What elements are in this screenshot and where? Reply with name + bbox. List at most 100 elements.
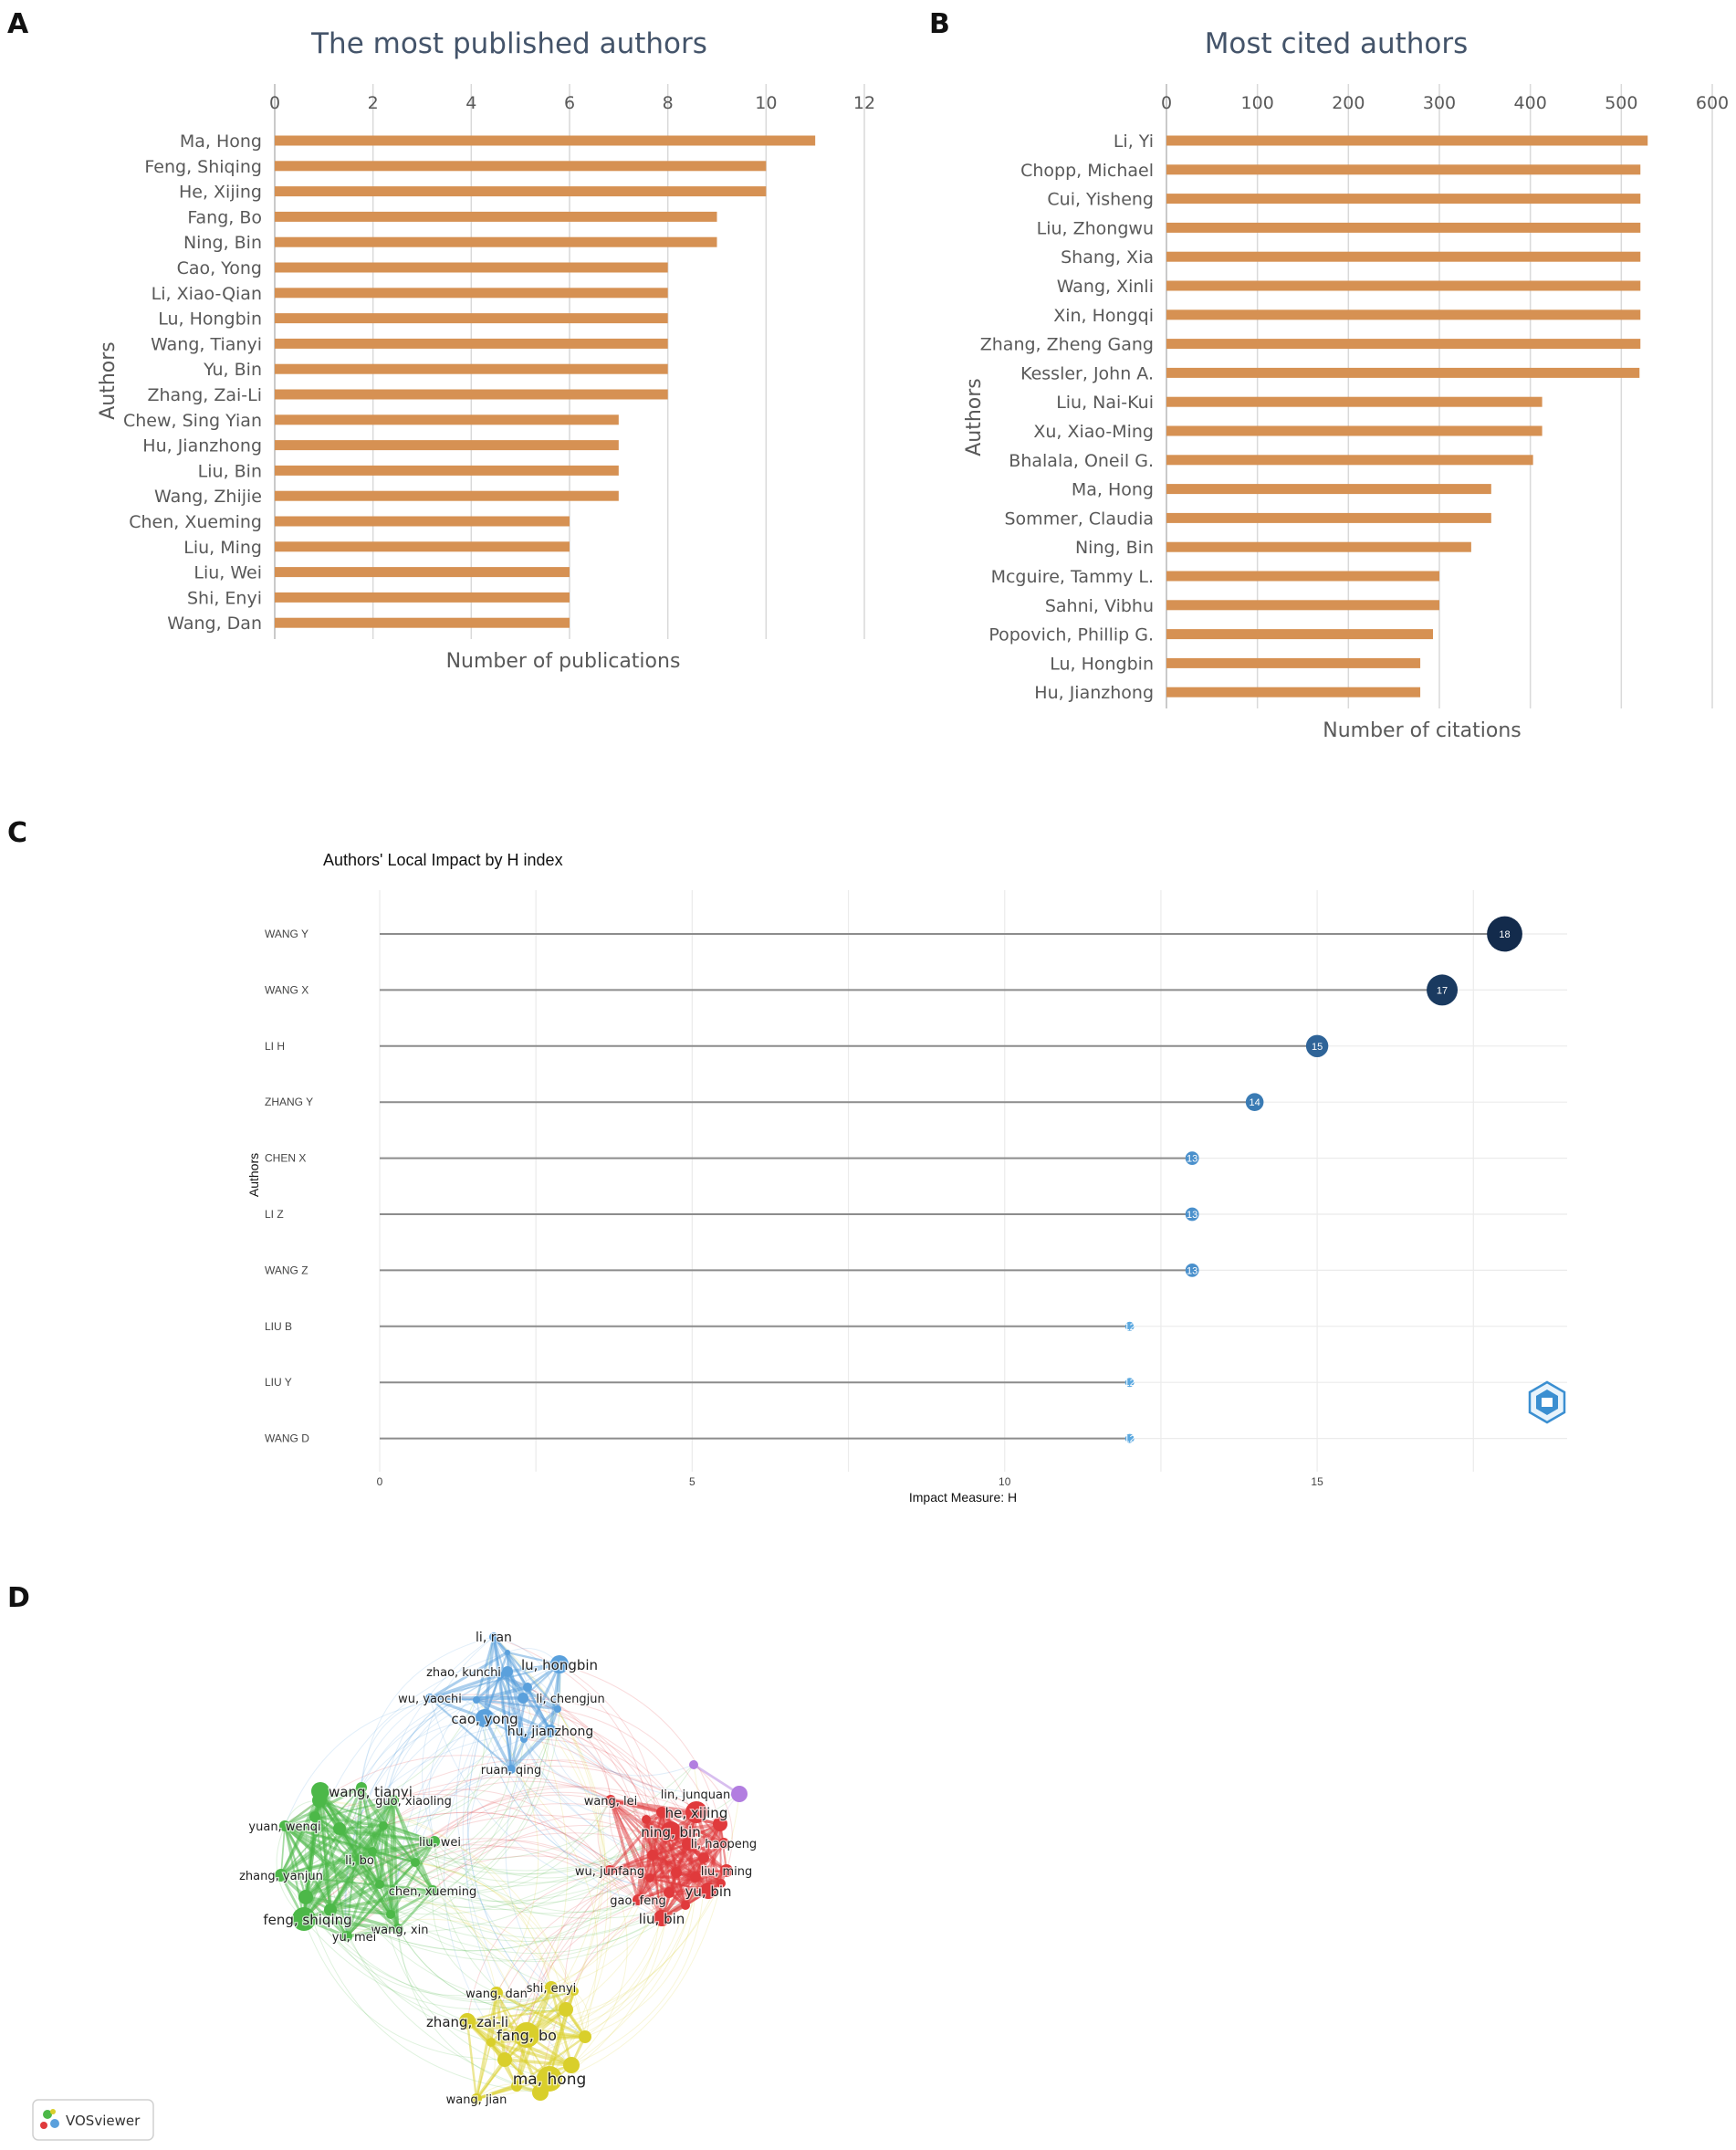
- network-node: [473, 1696, 480, 1704]
- bar: [275, 516, 570, 527]
- network-edge: [434, 1785, 663, 1842]
- network-node: [671, 1867, 682, 1878]
- network-node-label: ning, bin: [641, 1824, 700, 1841]
- network-node-label: wu, junfang: [575, 1865, 644, 1879]
- category-label: Fang, Bo: [187, 207, 262, 227]
- network-node: [523, 1683, 532, 1692]
- point-value-label: 13: [1187, 1210, 1197, 1221]
- network-node: [656, 1807, 667, 1818]
- network-edge: [413, 1861, 434, 1893]
- network-node: [386, 1910, 395, 1919]
- network-edge: [466, 2008, 567, 2023]
- network-node: [654, 1910, 670, 1926]
- network-node-label: wu, yaochi: [398, 1693, 462, 1706]
- network-edge: [455, 1699, 552, 1988]
- network-node: [279, 1820, 290, 1831]
- network-node-label: zhao, kunchi: [426, 1666, 501, 1680]
- network-edge: [527, 1686, 608, 2080]
- x-tick-label: 100: [1241, 93, 1274, 113]
- network-node: [292, 1907, 316, 1931]
- category-label: Xin, Hongqi: [1053, 306, 1154, 326]
- category-label: Liu, Bin: [198, 461, 262, 481]
- bar: [1166, 425, 1543, 436]
- bar: [275, 313, 668, 324]
- network-edge: [414, 1862, 567, 2010]
- category-label: CHEN X: [265, 1152, 306, 1165]
- network-node: [550, 1655, 569, 1673]
- x-tick-label: 0: [377, 1475, 383, 1488]
- category-label: LI H: [265, 1040, 285, 1053]
- network-node: [502, 1666, 513, 1677]
- network-node: [716, 1879, 726, 1888]
- network-node: [605, 1795, 616, 1806]
- network-edge: [483, 1652, 509, 1719]
- network-edge: [609, 1799, 640, 1901]
- chart-b-categories: Li, Yi Chopp, Michael Cui, Yisheng Liu, Zho…: [980, 131, 1154, 703]
- network-edge: [305, 1896, 541, 2093]
- network-node: [375, 1880, 384, 1889]
- network-edge: [490, 2040, 572, 2067]
- category-label: He, Xijing: [179, 183, 262, 203]
- category-label: Bhalala, Oneil G.: [1009, 451, 1154, 471]
- network-edge: [414, 1697, 524, 1863]
- network-edge: [379, 1883, 434, 1893]
- network-edge: [462, 1674, 572, 2066]
- network-edge: [465, 2020, 478, 2100]
- network-edge: [475, 1636, 496, 1701]
- bar: [1166, 629, 1434, 640]
- network-edge: [304, 1895, 349, 1938]
- lollipop-point: [1487, 916, 1522, 952]
- network-edge: [303, 1918, 506, 2061]
- network-edge: [510, 1768, 598, 2066]
- network-node-label: feng, shiqing: [263, 1912, 351, 1928]
- network-node-label: liu, wei: [419, 1836, 461, 1850]
- network-edge: [304, 1824, 385, 1899]
- bar: [1166, 687, 1421, 697]
- network-edge: [643, 1819, 653, 1879]
- network-node: [497, 2052, 512, 2067]
- network-edge: [339, 1824, 384, 1830]
- network-edge: [645, 1819, 722, 1884]
- bar: [1166, 455, 1533, 466]
- x-tick-label: 8: [663, 93, 674, 113]
- network-node: [309, 1811, 320, 1822]
- vosviewer-logo-icon: [40, 2109, 59, 2129]
- chart-b: Most cited authors 0 100 200 300 400 500 600 L…: [963, 27, 1729, 742]
- point-value-label: 12: [1124, 1378, 1135, 1389]
- network-node: [392, 1924, 403, 1935]
- network-edge: [660, 1856, 706, 1920]
- network-edge: [510, 1768, 612, 1807]
- network-edge: [636, 1819, 648, 1901]
- point-value-label: 12: [1124, 1434, 1135, 1445]
- chart-a-grid: [274, 84, 865, 639]
- network-node: [511, 2081, 522, 2092]
- network-edge: [429, 1697, 512, 1770]
- network-node: [682, 1838, 695, 1851]
- chart-b-ylabel: Authors: [963, 378, 986, 456]
- bar: [1166, 484, 1491, 495]
- category-label: Liu, Wei: [193, 563, 262, 583]
- bar: [275, 262, 668, 273]
- network-edge: [414, 1768, 512, 1863]
- bar: [1166, 194, 1641, 205]
- network-node: [563, 2057, 580, 2073]
- chart-c-stems: [380, 933, 1505, 1440]
- bar: [1166, 164, 1641, 175]
- network-node: [427, 1885, 438, 1896]
- network-node: [298, 1890, 313, 1904]
- network-node-label: zhang, yanjun: [239, 1870, 323, 1883]
- network-node: [718, 1838, 729, 1849]
- network-node: [490, 1987, 503, 1999]
- bar: [1166, 541, 1471, 552]
- network-edge: [429, 1663, 560, 1699]
- network-node-label: wang, tianyi: [329, 1784, 413, 1800]
- network-edge: [329, 1908, 399, 1931]
- category-label: Popovich, Phillip G.: [988, 625, 1154, 645]
- category-label: Wang, Dan: [167, 614, 262, 634]
- network-edge: [390, 1730, 551, 1915]
- network-edge: [305, 1895, 392, 1916]
- network-edge: [522, 1707, 559, 1741]
- x-tick-label: 12: [853, 93, 875, 113]
- network-node: [333, 1822, 346, 1835]
- network-node-label: li, ran: [476, 1631, 512, 1645]
